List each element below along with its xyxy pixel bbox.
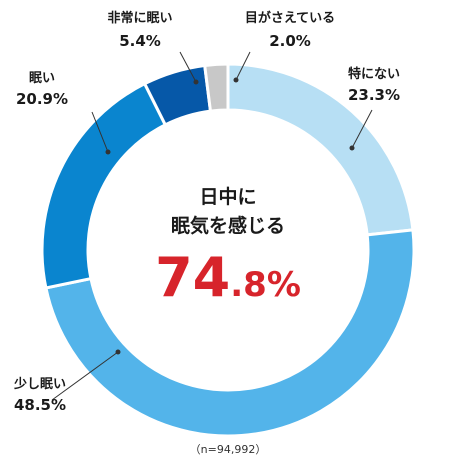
leader-line-0 bbox=[351, 109, 373, 149]
slice-2 bbox=[40, 81, 168, 290]
leader-dot-1 bbox=[115, 349, 121, 355]
slice-label-4: 目がさえている bbox=[245, 10, 335, 26]
leader-line-1 bbox=[51, 351, 119, 401]
slice-4 bbox=[203, 62, 230, 113]
slice-value-0: 23.3% bbox=[348, 86, 400, 104]
leader-lines bbox=[51, 51, 373, 401]
leader-line-4 bbox=[235, 51, 251, 81]
leader-dot-2 bbox=[105, 149, 111, 155]
leader-dot-3 bbox=[193, 79, 199, 85]
leader-dot-0 bbox=[349, 145, 355, 151]
slice-label-0: 特にない bbox=[348, 66, 400, 82]
center-line-1: 日中に bbox=[199, 185, 256, 208]
leader-line-3 bbox=[179, 51, 197, 83]
slices-layer bbox=[40, 62, 416, 438]
slice-value-4: 2.0% bbox=[269, 32, 311, 50]
slice-value-3: 5.4% bbox=[119, 32, 161, 50]
slice-label-2: 眠い bbox=[29, 71, 55, 86]
center-text: 日中に 眠気を感じる 74.8% bbox=[155, 185, 301, 309]
center-value: 74.8% bbox=[155, 246, 301, 309]
slice-1 bbox=[44, 228, 416, 438]
sample-size-note: （n=94,992） bbox=[189, 443, 267, 456]
center-line-2: 眠気を感じる bbox=[171, 214, 285, 237]
leader-line-2 bbox=[91, 111, 109, 153]
slice-value-2: 20.9% bbox=[16, 90, 68, 108]
slice-label-1: 少し眠い bbox=[13, 376, 66, 392]
slice-value-1: 48.5% bbox=[14, 396, 66, 414]
leader-dot-4 bbox=[233, 77, 239, 83]
center-value-rest: .8% bbox=[230, 265, 301, 305]
slice-label-3: 非常に眠い bbox=[107, 10, 172, 26]
slice-labels: 特にない 23.3% 少し眠い 48.5% 眠い 20.9% 非常に眠い 5.4% 目がさえてい… bbox=[13, 10, 400, 414]
center-value-int: 74 bbox=[155, 246, 230, 309]
